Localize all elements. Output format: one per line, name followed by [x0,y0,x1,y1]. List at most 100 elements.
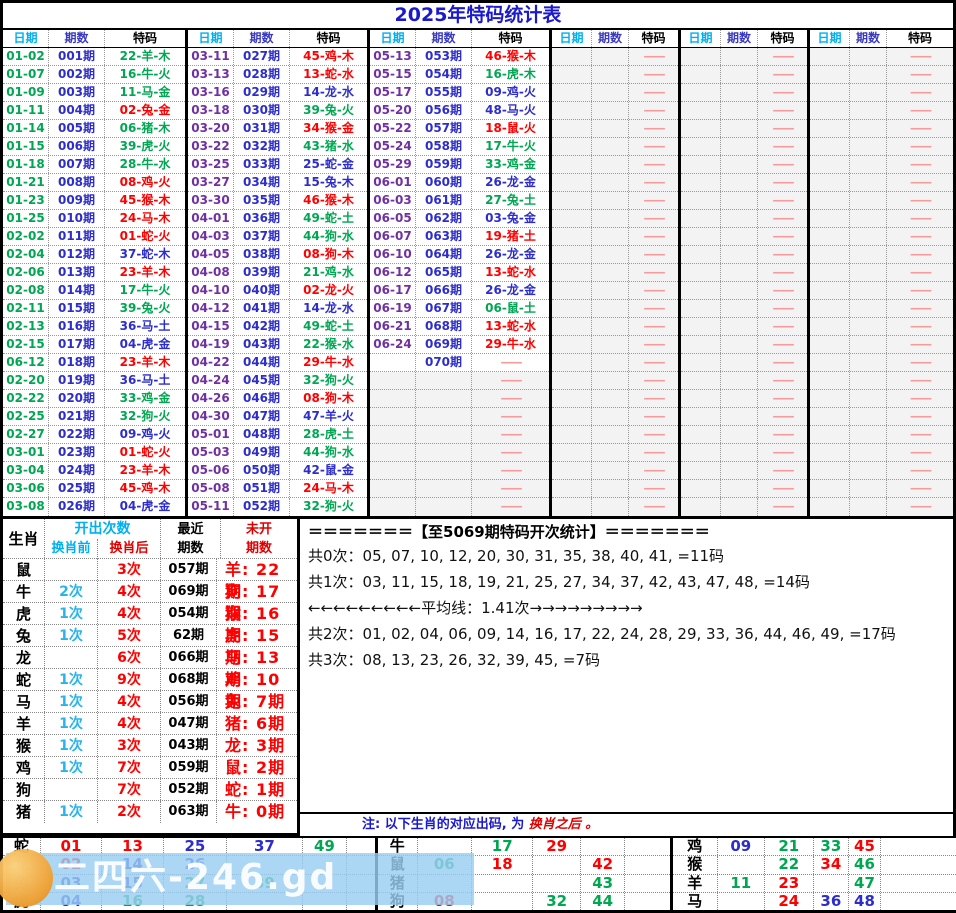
code-cell: 19-猪-土 [485,229,536,243]
count-before-cell: 2次 [45,581,98,602]
date-cell: 01-07 [3,66,49,83]
issue-cell [592,480,629,497]
date-cell: 03-08 [3,498,49,516]
data-row: —— [810,120,953,138]
date-cell: 04-12 [188,300,234,317]
code-cell: 39-兔-火 [303,103,354,117]
issue-cell: 067期 [416,300,472,317]
issue-cell [416,408,472,425]
unopened-cell: 羊: 22期 [225,560,281,601]
issue-header: 期数 [234,30,290,47]
date-cell [810,318,850,335]
data-row: 04-19 043期 22-猴-水 [188,336,367,354]
date-cell [681,246,721,263]
date-cell [810,282,850,299]
code-cell: —— [643,427,666,441]
data-row: 06-07 063期 19-猪-土 [370,228,549,246]
date-header: 日期 [3,30,49,47]
date-cell [810,174,850,191]
bottom-number-cell: 25 [164,838,228,856]
date-cell [552,174,592,191]
data-row: 05-06 050期 42-鼠-金 [188,462,367,480]
issue-cell [416,444,472,461]
issue-cell [850,264,887,281]
code-cell: 39-虎-火 [119,139,171,153]
date-cell: 03-04 [3,462,49,479]
issue-cell: 060期 [416,174,472,191]
data-row: 03-16 029期 14-龙-水 [188,84,367,102]
code-cell: 02-兔-金 [119,103,171,117]
issue-cell: 016期 [49,318,105,335]
code-cell: 26-龙-金 [485,283,536,297]
data-row: —— [552,444,678,462]
date-cell: 06-17 [370,282,416,299]
data-row: —— [681,498,807,516]
date-cell [810,138,850,155]
issue-cell: 036期 [234,210,290,227]
code-cell: —— [772,445,795,459]
code-cell: —— [910,229,932,243]
issue-cell [592,354,629,371]
issue-cell: 008期 [49,174,105,191]
date-cell [810,354,850,371]
code-cell: 46-猴-木 [303,193,354,207]
date-cell [810,84,850,101]
data-row: —— [810,156,953,174]
stats-text: ＝＝＝＝＝＝＝【至5069期特码开次统计】＝＝＝＝＝＝＝ 共0次：05, 07,… [300,519,953,812]
issue-cell [592,462,629,479]
count-before-cell: 1次 [45,603,98,624]
code-cell: —— [910,193,932,207]
issue-cell [850,444,887,461]
code-cell: —— [500,499,523,513]
issue-cell [592,318,629,335]
date-cell: 04-24 [188,372,234,389]
bottom-number-cell [472,874,534,892]
data-row: —— [681,372,807,390]
zodiac-name: 龙 [3,647,45,668]
issue-cell: 031期 [234,120,290,137]
zodiac-name: 马 [3,691,45,712]
issue-cell [592,336,629,353]
data-row: 03-20 031期 34-猴-金 [188,120,367,138]
code-cell: 15-兔-木 [303,175,354,189]
data-row: 05-20 056期 48-马-火 [370,102,549,120]
date-cell: 01-25 [3,210,49,227]
code-cell: —— [643,265,666,279]
data-row: 02-20 019期 36-马-土 [3,372,185,390]
date-cell [681,444,721,461]
date-cell: 03-18 [188,102,234,119]
code-cell: —— [772,463,795,477]
bottom-number-cell [625,856,670,873]
zodiac-name: 猪 [3,801,45,823]
count-after-cell: 6次 [98,647,161,668]
issue-cell [592,120,629,137]
code-cell: 43-猪-水 [303,139,354,153]
issue-cell: 007期 [49,156,105,173]
issue-cell [850,300,887,317]
issue-cell: 068期 [416,318,472,335]
date-cell [681,408,721,425]
code-header: 特码 [316,31,341,45]
data-row: —— [681,66,807,84]
code-cell: 21-鸡-水 [303,265,354,279]
date-cell: 06-21 [370,318,416,335]
code-cell: 04-虎-金 [119,499,171,513]
code-cell: 08-狗-木 [303,391,354,405]
group-header: 日期 期数 特码 [552,30,678,48]
issue-cell [592,372,629,389]
issue-cell [592,246,629,263]
issue-cell: 002期 [49,66,105,83]
date-cell [552,354,592,371]
unopened-cell: 马: 13期 [225,648,281,689]
code-cell: 33-鸡-金 [119,391,171,405]
zodiac-name: 羊 [3,713,45,734]
date-header: 日期 [370,30,416,47]
date-cell: 03-06 [3,480,49,497]
issue-cell: 055期 [416,84,472,101]
code-cell: 44-狗-水 [303,445,354,459]
data-row: 03-30 035期 46-猴-木 [188,192,367,210]
issue-cell: 051期 [234,480,290,497]
stats-line: ←←←←←←←←←平均线：1.41次→→→→→→→→→ [308,599,643,617]
data-row: —— [681,192,807,210]
stats-line: 共1次：03, 11, 15, 18, 19, 21, 25, 27, 34, … [308,573,810,591]
